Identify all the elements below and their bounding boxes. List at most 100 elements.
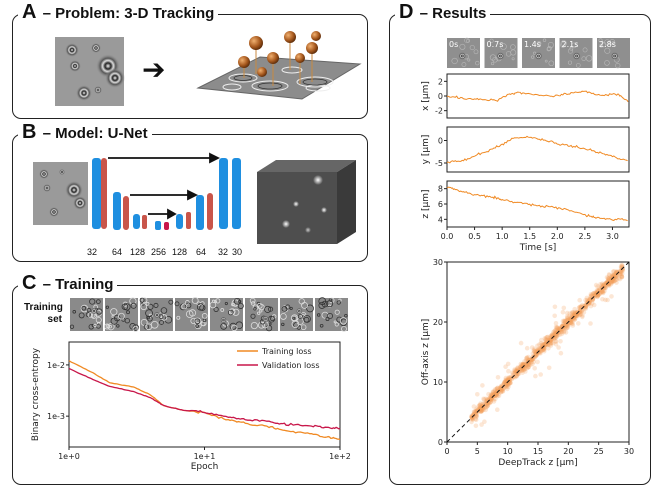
output-volume <box>257 160 356 244</box>
scatter-point <box>553 331 558 337</box>
scatter-point <box>494 388 500 394</box>
scatter-point <box>538 341 544 346</box>
scatter-point <box>504 381 510 386</box>
scatter-point <box>609 280 614 286</box>
scatter-point <box>608 276 613 282</box>
scatter-point <box>574 310 579 316</box>
scatter-point <box>485 400 490 405</box>
scatter-reference-line <box>446 261 630 443</box>
scatter-point <box>576 321 581 326</box>
scatter-point <box>564 325 570 331</box>
scatter-point <box>506 382 512 387</box>
y-trace-ytick-label: 0 <box>438 137 443 146</box>
scatter-point <box>509 376 515 382</box>
unet-label-64a: 64 <box>112 247 123 257</box>
scatter-point <box>500 388 506 394</box>
scatter-point <box>590 294 596 299</box>
frame-texture <box>469 45 475 51</box>
thumbnail-texture <box>160 314 168 321</box>
scatter-point <box>521 362 527 367</box>
scatter-point <box>520 365 526 371</box>
frame-texture <box>569 46 574 51</box>
thumbnail-particle <box>219 316 227 324</box>
scatter-point <box>477 402 482 408</box>
scatter-point <box>608 278 614 284</box>
thumbnail-texture <box>290 314 299 322</box>
scatter-point <box>493 392 498 398</box>
scatter-point <box>574 313 579 319</box>
unet-block-64-down-b <box>123 196 129 230</box>
scatter-point <box>555 332 560 338</box>
y-trace-line <box>446 135 628 164</box>
scatter-point <box>542 341 547 347</box>
time-label: 2.8s <box>599 40 616 49</box>
scatter-point <box>556 330 561 335</box>
scatter-point <box>489 394 495 400</box>
scatter-point <box>521 361 527 367</box>
scatter-point <box>503 383 508 388</box>
thumbnail-texture <box>88 324 94 330</box>
scatter-point <box>576 310 582 316</box>
thumbnail-texture <box>200 321 206 327</box>
scatter-point <box>506 368 511 374</box>
frame-texture <box>609 39 616 45</box>
thumbnail-texture <box>328 304 332 308</box>
scatter-point <box>513 368 518 374</box>
scatter-point <box>603 285 608 291</box>
frame-texture <box>598 38 603 43</box>
scatter-point <box>510 370 515 376</box>
scatter-point <box>505 386 510 392</box>
scatter-point <box>545 341 550 347</box>
scatter-point <box>569 311 575 316</box>
frame-texture <box>546 47 551 52</box>
scatter-point <box>552 328 558 333</box>
scatter-point <box>507 380 513 386</box>
frame-particle <box>534 52 543 60</box>
scatter-point <box>524 366 529 371</box>
scatter-point <box>505 378 511 384</box>
scatter-point <box>503 383 509 389</box>
scatter-point <box>610 269 616 275</box>
scatter-point <box>572 311 577 317</box>
thumbnail-texture <box>113 314 121 322</box>
scatter-point <box>476 404 481 409</box>
scatter-point <box>478 404 483 410</box>
z-trace-xtick-label: 1.5 <box>523 232 536 241</box>
scatter-point <box>480 408 485 413</box>
unet-block-32-in-b <box>101 158 107 229</box>
scatter-point <box>559 324 565 330</box>
scatter-point <box>560 318 566 324</box>
thumbnail-texture <box>147 315 153 322</box>
scatter-point <box>494 391 499 397</box>
scatter-point <box>554 333 560 338</box>
x-trace-line <box>446 90 629 103</box>
thumbnail-texture <box>153 302 159 308</box>
z-trace-line <box>446 186 628 222</box>
scatter-point <box>502 380 508 385</box>
thumbnail-particle <box>90 307 98 315</box>
scatter-point <box>591 291 596 296</box>
scatter-point <box>548 338 553 344</box>
thumbnail-texture <box>344 313 348 318</box>
z-trace-xtick-label: 3.0 <box>606 232 619 241</box>
scatter-point <box>537 346 543 352</box>
thumbnail-texture <box>318 297 327 305</box>
scatter-point <box>596 288 601 294</box>
thumbnail-texture <box>130 302 137 309</box>
thumbnail-texture <box>213 306 219 312</box>
scatter-point <box>552 304 558 310</box>
z-trace-xtick-label: 1.0 <box>496 232 509 241</box>
thumbnail-texture <box>285 304 291 310</box>
thumbnail-texture <box>140 303 148 311</box>
x-trace-ytick-label: -2 <box>435 107 443 116</box>
frame-texture <box>582 47 588 53</box>
frame-particle <box>458 52 467 60</box>
time-label: 1.4s <box>524 40 541 49</box>
thumbnail-texture <box>296 317 304 325</box>
scatter-point <box>544 334 550 340</box>
scatter-point <box>491 399 497 404</box>
scatter-point <box>565 315 570 321</box>
frame-texture <box>475 60 480 66</box>
thumbnail-texture <box>118 312 125 320</box>
scatter-point <box>532 366 537 371</box>
